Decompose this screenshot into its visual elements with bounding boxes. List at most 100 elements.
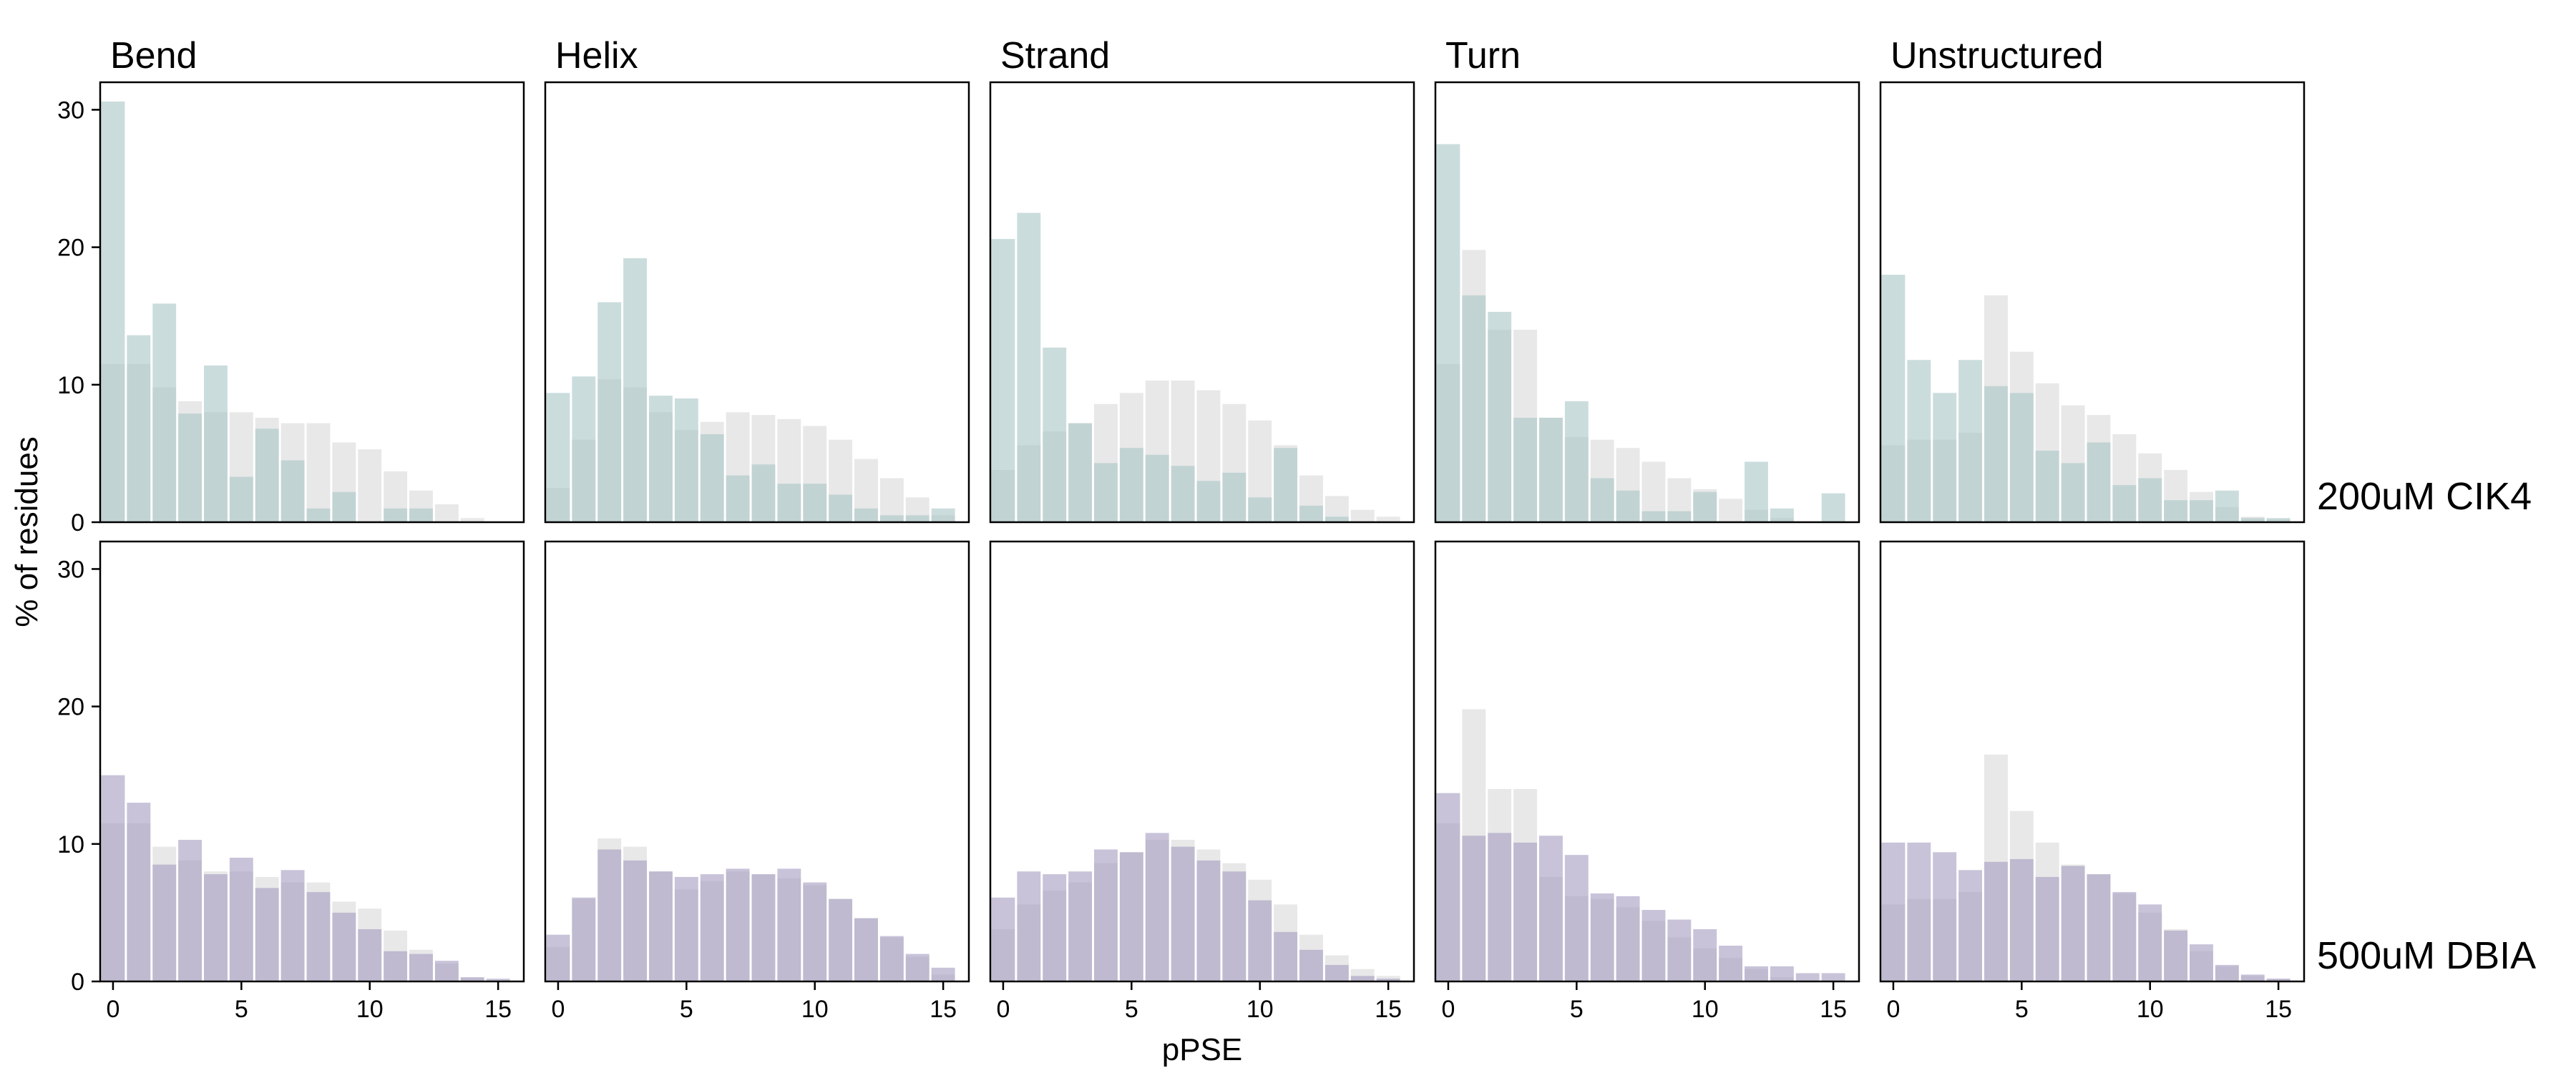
data-bar [1667, 919, 1692, 981]
row-label-200um-cik4: 200uM CIK4 [2317, 475, 2532, 518]
data-bar [1488, 311, 1512, 522]
data-bar [803, 882, 827, 981]
data-bar [1248, 900, 1272, 981]
data-bar [384, 508, 408, 522]
data-bar [460, 977, 484, 981]
data-bar [597, 849, 622, 981]
panel-strand-200um-cik4: Strand [989, 35, 1415, 524]
data-bar [1119, 448, 1143, 522]
data-bar [1324, 516, 1349, 522]
data-bar [1248, 497, 1272, 522]
panel-grid: 0 10 20 30 Bend Helix Strand Turn Unstructured 20… [57, 35, 2536, 1023]
x-tick-label: 5 [680, 996, 693, 1023]
data-bar [1958, 360, 1983, 522]
data-bar [358, 929, 382, 981]
data-bar [384, 951, 408, 981]
data-bar [1145, 454, 1169, 522]
data-bar [2112, 892, 2137, 981]
data-bar [1770, 508, 1794, 522]
y-tick-label: 10 [57, 372, 84, 399]
data-bar [152, 864, 177, 981]
data-bar [1043, 874, 1067, 981]
data-bar [2190, 500, 2213, 522]
y-tick-label: 20 [57, 235, 84, 262]
data-bar [2061, 463, 2085, 522]
data-bar [572, 897, 596, 981]
data-bar [991, 897, 1015, 981]
data-bar [623, 258, 648, 522]
data-bar [2009, 858, 2034, 981]
data-bar [1907, 360, 1931, 522]
data-bar [623, 860, 648, 981]
panel-border [544, 81, 970, 524]
background-bar [1719, 499, 1743, 522]
data-bar [777, 484, 801, 522]
data-bar [1881, 275, 1906, 522]
data-bar [1641, 511, 1666, 522]
data-bar [2266, 979, 2290, 981]
data-bar [2112, 485, 2137, 522]
data-bar [1958, 870, 1983, 981]
data-bar [726, 475, 750, 522]
data-bar [2215, 964, 2239, 981]
data-bar [1564, 855, 1589, 981]
data-bar [2138, 904, 2162, 981]
data-bar [1821, 493, 1845, 522]
data-bar [1907, 842, 1931, 981]
data-bar [1933, 393, 1957, 522]
panel-border [99, 81, 525, 524]
x-tick-label: 5 [1125, 996, 1138, 1023]
x-tick-label: 10 [356, 996, 384, 1023]
data-bar [306, 892, 331, 981]
data-bar [2035, 876, 2059, 981]
data-bar [2087, 442, 2111, 522]
facet-title-bend: Bend [110, 35, 197, 77]
data-bar [905, 954, 930, 981]
data-bar [2164, 930, 2188, 981]
data-bar [2266, 518, 2290, 522]
data-bar [1017, 212, 1041, 522]
data-bar [152, 303, 177, 522]
data-bar [1745, 966, 1768, 981]
data-bar [229, 476, 253, 522]
data-bar [1068, 871, 1093, 981]
data-bar [726, 868, 750, 981]
x-tick-label: 0 [1441, 996, 1455, 1023]
x-tick-label: 0 [1886, 996, 1900, 1023]
panel-border [1434, 81, 1860, 524]
background-bar [1376, 516, 1400, 522]
data-bar [1274, 931, 1298, 981]
x-tick-label: 5 [2015, 996, 2029, 1023]
data-bar [1821, 973, 1845, 981]
data-bar [178, 840, 203, 981]
facet-title-turn: Turn [1445, 35, 1521, 77]
data-bar [649, 871, 673, 981]
data-bar [572, 376, 596, 522]
data-bar [803, 484, 827, 522]
data-bar [1094, 463, 1118, 522]
data-bar [1590, 893, 1614, 981]
panel-border [1879, 540, 2306, 983]
panel-strand-500um-dbia: 0 5 10 15 [989, 540, 1415, 1023]
panel-helix-200um-cik4: Helix [544, 35, 970, 524]
x-axis-label: pPSE [1162, 1032, 1243, 1067]
data-bar [2164, 500, 2188, 522]
x-tick-label: 10 [801, 996, 829, 1023]
y-tick-label: 20 [57, 694, 84, 721]
y-tick-label: 0 [71, 969, 84, 996]
data-bar [1513, 417, 1538, 522]
panel-turn-500um-dbia: 0 5 10 15 [1434, 540, 1860, 1023]
x-tick-label: 15 [2265, 996, 2292, 1023]
background-bar [460, 518, 484, 522]
data-bar [255, 428, 279, 522]
data-bar [1299, 505, 1323, 522]
data-bar [879, 936, 904, 981]
x-tick-label: 0 [551, 996, 565, 1023]
data-bar [1350, 976, 1375, 981]
data-bar [751, 464, 776, 522]
data-bar [1017, 871, 1041, 981]
data-bar [1616, 896, 1640, 981]
background-bar [358, 449, 382, 522]
data-bar [991, 239, 1015, 522]
